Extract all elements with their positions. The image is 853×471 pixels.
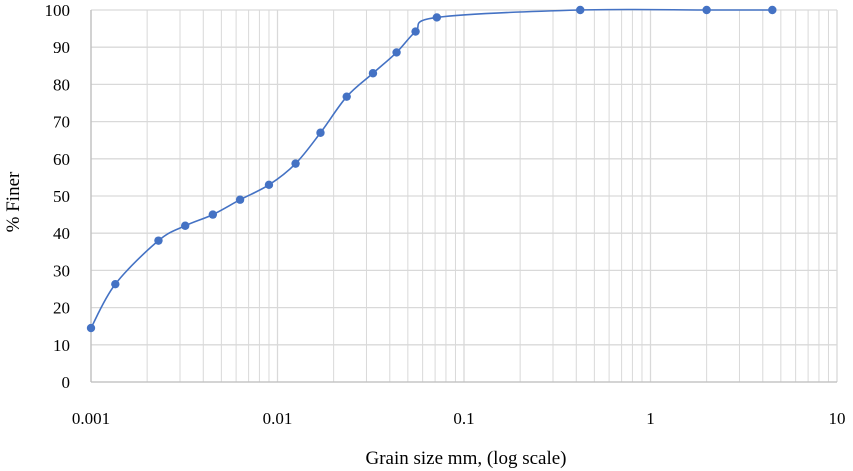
x-tick-labels: 0.001 0.01 0.1 1 10 [72, 409, 846, 428]
data-point [316, 128, 325, 137]
x-tick-label: 10 [829, 409, 846, 428]
data-point [342, 92, 351, 101]
x-tick-label: 0.01 [263, 409, 293, 428]
data-point [432, 13, 442, 22]
y-tick-label: 70 [53, 113, 70, 132]
data-point [154, 236, 163, 245]
data-point [392, 48, 401, 57]
data-point [291, 159, 300, 168]
y-tick-label: 0 [62, 373, 71, 392]
series-points [86, 5, 777, 333]
data-point [264, 180, 274, 190]
data-point [235, 195, 245, 204]
y-tick-labels: 0 10 20 30 40 50 60 70 80 90 100 [45, 1, 71, 392]
x-tick-label: 0.001 [72, 409, 110, 428]
y-tick-label: 10 [53, 336, 70, 355]
series-line [90, 8, 773, 329]
y-tick-label: 40 [53, 224, 70, 243]
y-tick-label: 30 [53, 261, 70, 280]
y-tick-label: 60 [53, 150, 70, 169]
y-tick-label: 80 [53, 75, 70, 94]
data-point [208, 210, 218, 219]
y-tick-label: 100 [45, 1, 71, 20]
y-tick-label: 90 [53, 38, 70, 57]
data-point [576, 5, 585, 15]
data-point [702, 5, 711, 15]
y-tick-label: 20 [53, 299, 70, 318]
x-tick-label: 1 [646, 409, 655, 428]
y-tick-label: 50 [53, 187, 70, 206]
data-point [86, 323, 96, 333]
data-point [768, 5, 777, 15]
axes [90, 10, 837, 383]
x-tick-label: 0.1 [453, 409, 474, 428]
x-axis-title: Grain size mm, (log scale) [365, 448, 566, 469]
data-point [368, 69, 378, 78]
series-curve [90, 8, 773, 329]
data-point [411, 27, 420, 36]
data-point [111, 279, 120, 289]
data-point [181, 221, 190, 230]
y-axis-title: % Finer [3, 171, 24, 232]
